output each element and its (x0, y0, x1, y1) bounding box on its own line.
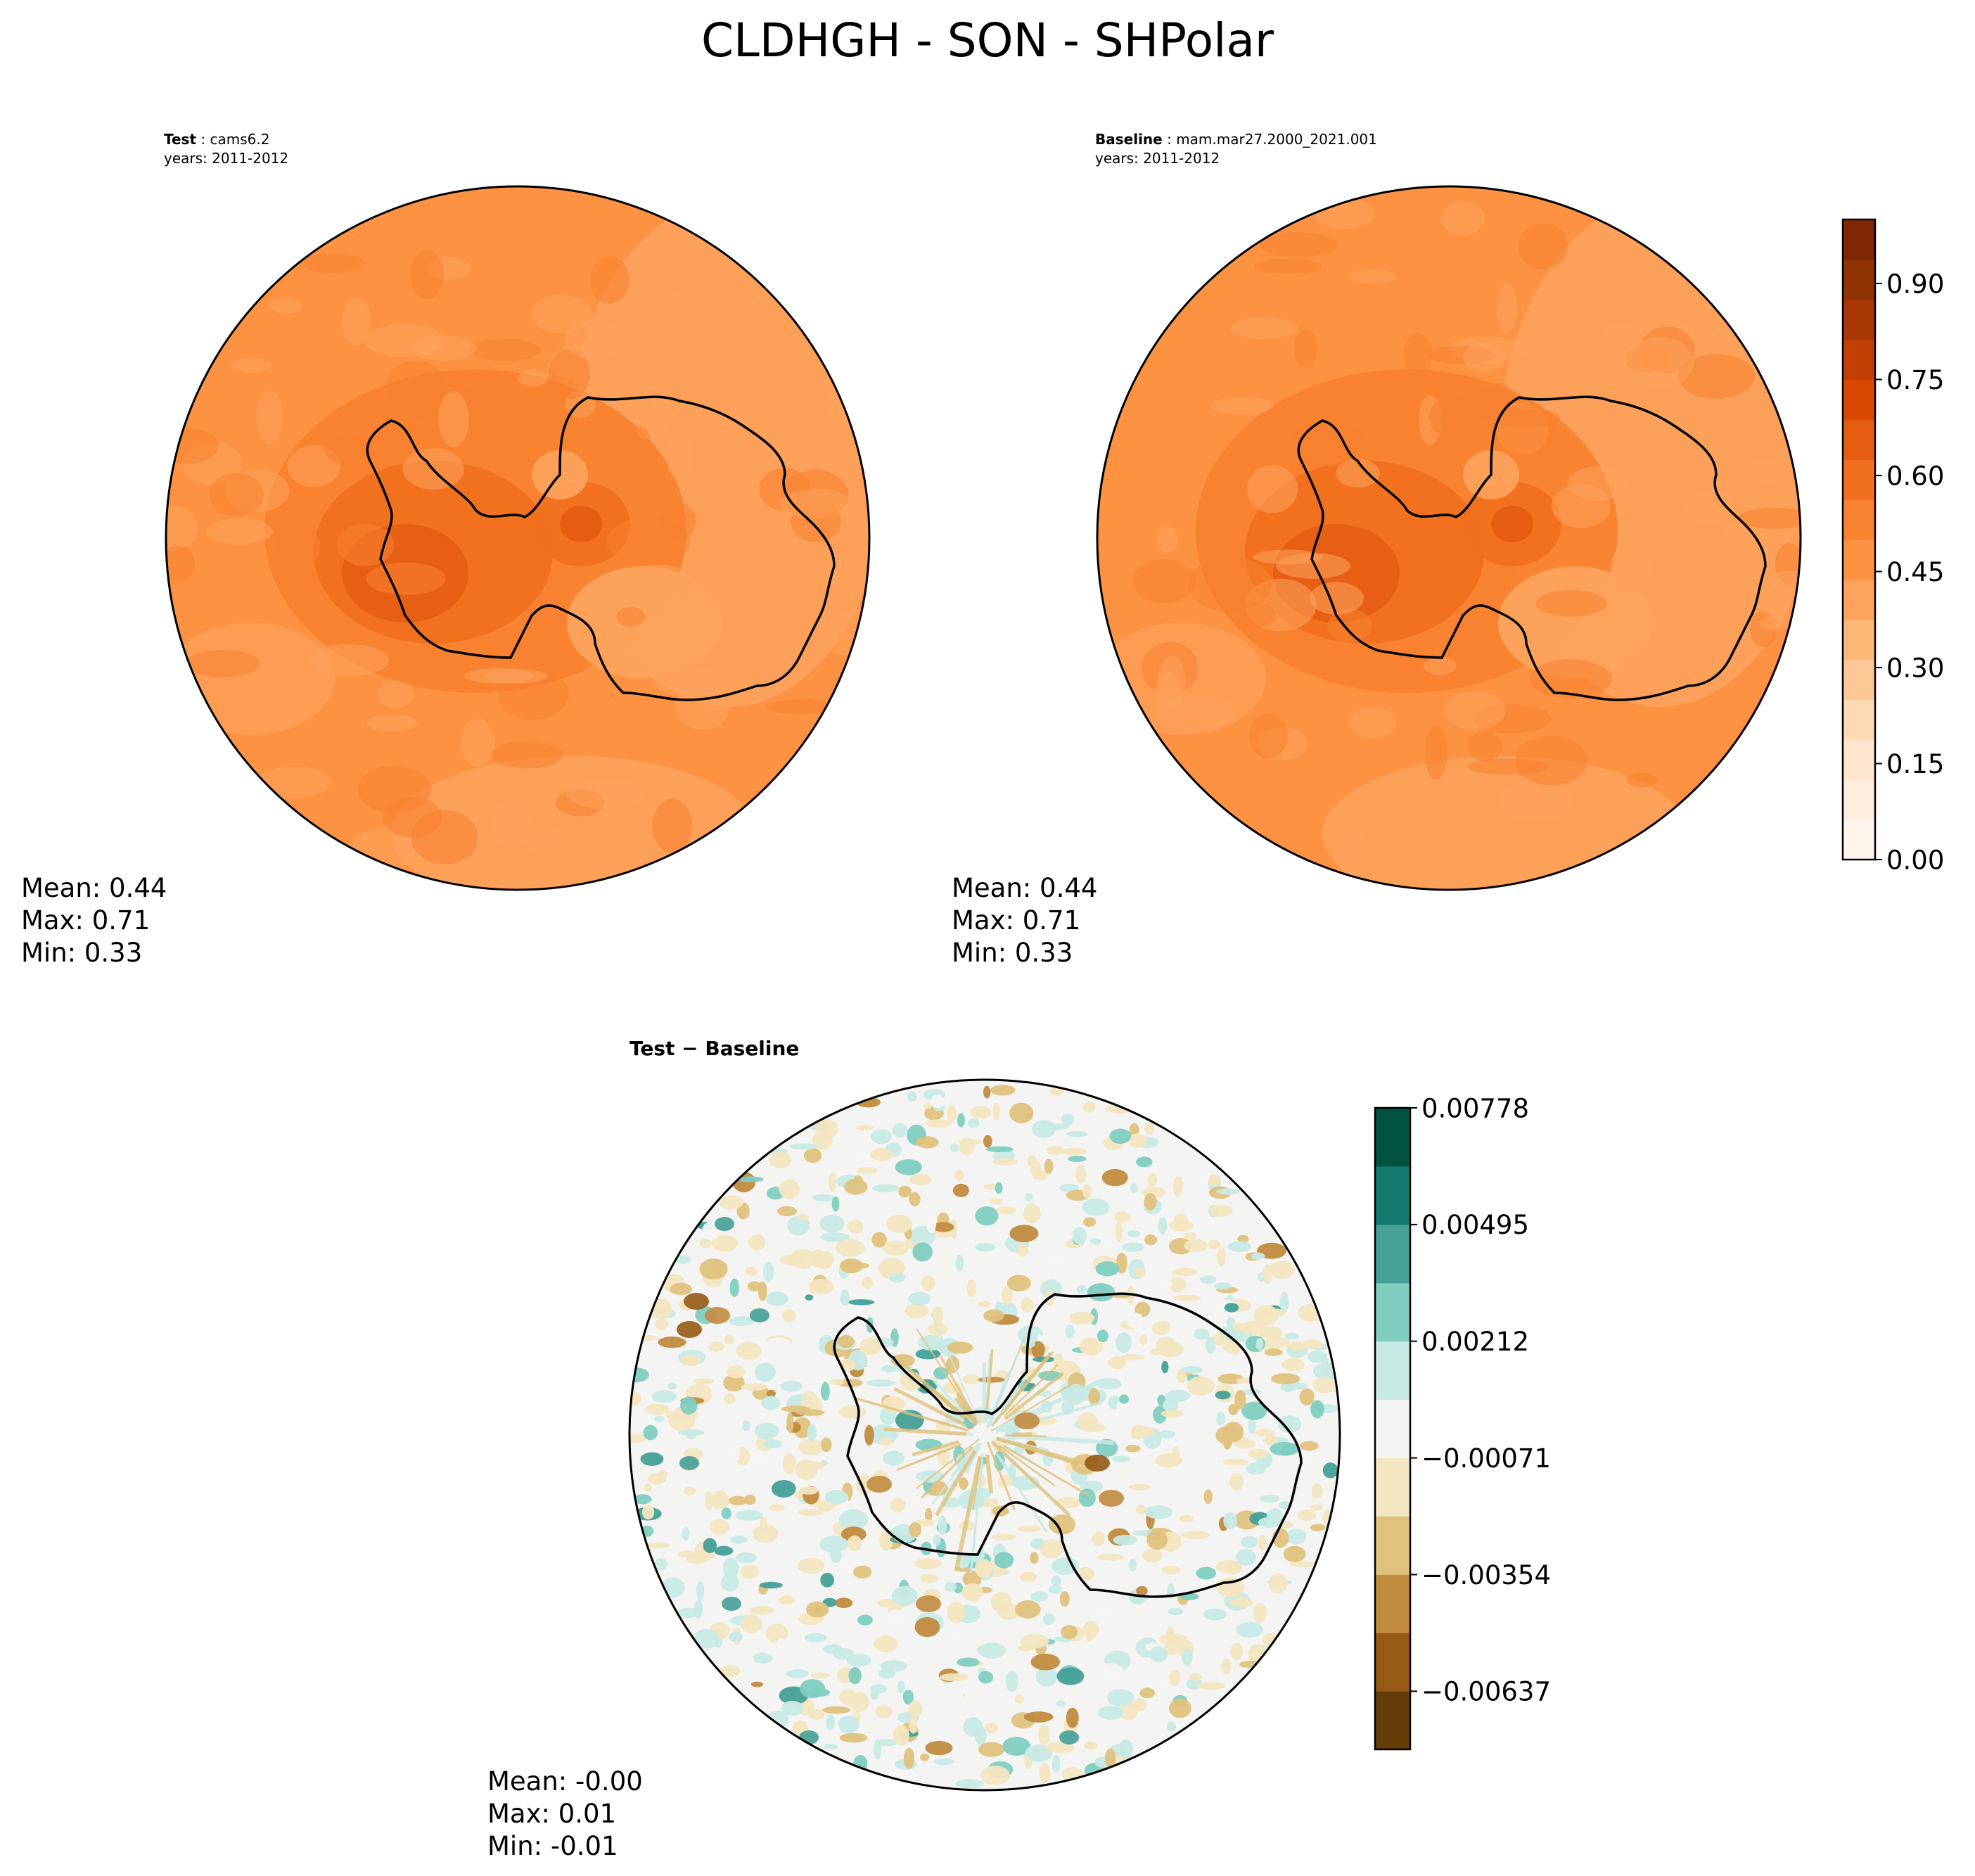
colorbar-tick-label: 0.75 (1886, 365, 1944, 395)
baseline-mean: Mean: 0.44 (952, 873, 1097, 903)
colorbar-tick-label: −0.00354 (1421, 1560, 1551, 1590)
diff-label: Test − Baseline (629, 1037, 799, 1060)
colorbar-tick-label: 0.00212 (1421, 1327, 1529, 1357)
colorbar-tick-label: 0.00 (1886, 845, 1944, 875)
diff-mean: Mean: -0.00 (487, 1766, 643, 1797)
test-map-field (166, 186, 869, 890)
colorbar-tick-label: −0.00637 (1421, 1677, 1551, 1707)
diff-max: Max: 0.01 (487, 1799, 616, 1829)
diff-min: Min: -0.01 (487, 1831, 618, 1861)
colorbar-tick-label: 0.90 (1886, 269, 1944, 299)
test-label-bold: Test (164, 131, 196, 148)
baseline-label-bold: Baseline (1095, 131, 1163, 148)
test-label-value: cams6.2 (210, 131, 269, 148)
panel-difference: Test − Baseline Mean: -0.00 Max: 0.01 Mi… (487, 1037, 1341, 1861)
baseline-years: years: 2011-2012 (1095, 150, 1220, 167)
colorbar-tick-label: 0.60 (1886, 461, 1944, 491)
colorbar-tick-label: 0.00495 (1421, 1210, 1529, 1240)
panel-baseline: Baseline : mam.mar27.2000_2021.001 years… (952, 131, 1802, 968)
baseline-label: Baseline : mam.mar27.2000_2021.001 (1095, 131, 1377, 148)
colorbar-diff: 0.00778 0.00495 0.00212 −0.00071 −0.00354 −0.… (1374, 1093, 1551, 1751)
diff-map-boundary (628, 1078, 1341, 1792)
test-years: years: 2011-2012 (164, 150, 288, 167)
baseline-map-boundary (1096, 185, 1802, 891)
baseline-max: Max: 0.71 (952, 905, 1080, 936)
colorbar-tick-label: 0.45 (1886, 557, 1944, 587)
baseline-label-value: mam.mar27.2000_2021.001 (1176, 131, 1377, 148)
colorbar-tick-label: 0.15 (1886, 749, 1944, 779)
colorbar-tick-label: 0.30 (1886, 653, 1944, 683)
test-min: Min: 0.33 (21, 938, 142, 968)
colorbar-tick-label: −0.00071 (1421, 1443, 1551, 1474)
baseline-min: Min: 0.33 (952, 938, 1073, 968)
baseline-map-field (1097, 186, 1801, 890)
colorbar-tick-label: 0.00778 (1421, 1093, 1529, 1123)
test-max: Max: 0.71 (21, 905, 150, 936)
panel-test: Test : cams6.2 years: 2011-2012 Mean: 0.… (21, 131, 871, 968)
test-map-boundary (165, 185, 871, 891)
test-mean: Mean: 0.44 (21, 873, 167, 903)
test-label: Test : cams6.2 (164, 131, 269, 148)
colorbar-main: 0.00 0.15 0.30 0.45 0.60 0.75 0.90 (1841, 218, 1944, 875)
figure-title: CLDHGH - SON - SHPolar (701, 13, 1274, 68)
